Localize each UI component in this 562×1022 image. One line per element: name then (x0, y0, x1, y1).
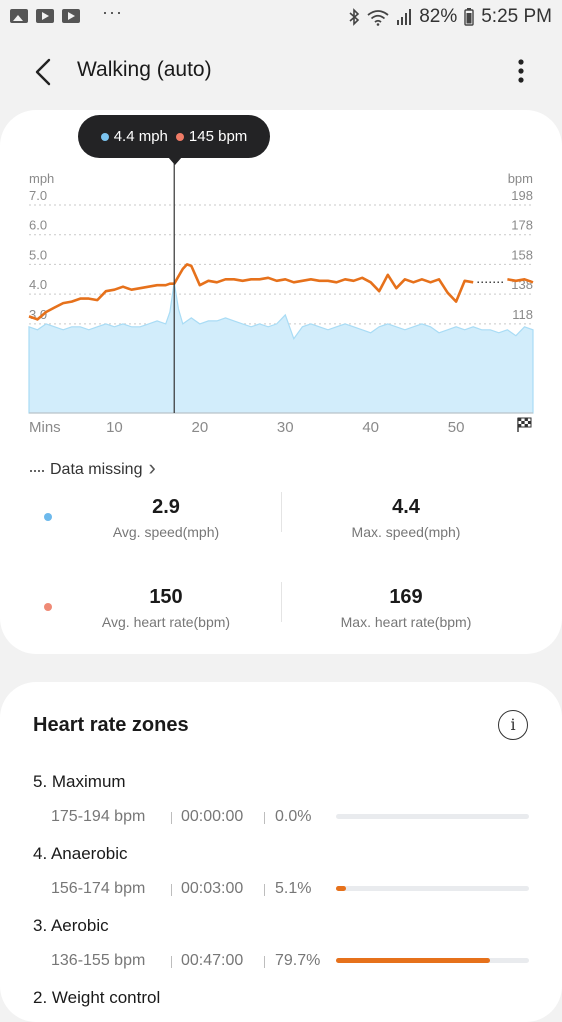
battery-icon (464, 8, 474, 26)
max-speed-label: Max. speed(mph) (351, 524, 461, 540)
data-missing-link[interactable]: Data missing › (30, 455, 156, 481)
max-heart-rate-value: 169 (389, 586, 423, 608)
tooltip-heart-value: 145 bpm (188, 128, 248, 145)
y-right-tick: 118 (512, 307, 533, 322)
speed-heart-rate-chart[interactable]: mphbpm7.01986.01785.01584.01383.01182.09… (0, 110, 562, 440)
zone-separator (264, 956, 265, 968)
notification-icons: ··· (10, 2, 123, 23)
x-tick: 20 (192, 419, 209, 436)
avg-speed-label: Avg. speed(mph) (112, 524, 220, 540)
heart-rate-zones-card: Heart rate zones i 5. Maximum 175-194 bp… (0, 682, 562, 1022)
y-right-tick: 178 (511, 218, 533, 233)
tooltip-speed-value: 4.4 mph (113, 128, 168, 145)
status-bar: ··· 82% 5:25 PM (0, 0, 562, 34)
max-heart-rate-label: Max. heart rate(bpm) (340, 614, 472, 630)
chevron-right-icon: › (148, 455, 156, 480)
heart-dot-icon (175, 132, 184, 141)
zone-separator (264, 812, 265, 824)
x-tick: 50 (448, 419, 465, 436)
zone-name: 5. Maximum (33, 772, 126, 791)
heart-rate-zones-title: Heart rate zones (33, 714, 189, 736)
app-bar: Walking (auto) (0, 34, 562, 108)
battery-percent: 82% (419, 6, 458, 27)
back-arrow-icon (35, 58, 51, 86)
system-icons: 82% 5:25 PM (348, 6, 552, 28)
clock: 5:25 PM (481, 6, 552, 27)
youtube-notification-icon-2 (62, 8, 80, 23)
zone-percent: 0.0% (275, 808, 312, 825)
heart-rate-legend-dot (44, 603, 52, 611)
zone-separator (171, 812, 172, 824)
zone-bar-fill (336, 886, 346, 891)
avg-heart-rate-label: Avg. heart rate(bpm) (101, 614, 231, 630)
workout-summary-card: mphbpm7.01986.01785.01584.01383.01182.09… (0, 110, 562, 654)
y-right-unit-label: bpm (508, 171, 533, 186)
zone-bar-track (336, 814, 529, 819)
zone-name: 3. Aerobic (33, 916, 109, 935)
data-missing-label: Data missing (50, 460, 143, 478)
y-right-tick: 158 (511, 247, 533, 262)
y-right-tick: 198 (511, 188, 533, 203)
x-tick: 10 (106, 419, 123, 436)
info-icon[interactable]: i (498, 710, 528, 740)
tooltip-pointer (168, 157, 182, 165)
zone-name: 2. Weight control (33, 988, 161, 1007)
y-left-tick: 5.0 (29, 247, 47, 262)
y-left-tick: 6.0 (29, 218, 47, 233)
more-notifications-icon: ··· (102, 2, 123, 22)
x-tick: 40 (362, 419, 379, 436)
youtube-notification-icon (36, 8, 54, 23)
y-left-tick: 4.0 (29, 277, 47, 292)
max-speed-value: 4.4 (392, 496, 420, 518)
tooltip-heart: 145 bpm (175, 128, 248, 145)
zone-separator (264, 884, 265, 896)
zone-percent: 5.1% (275, 880, 312, 897)
x-tick: 30 (277, 419, 294, 436)
speed-dot-icon (100, 132, 109, 141)
more-vertical-icon (518, 59, 524, 83)
zone-range: 156-174 bpm (51, 880, 146, 897)
stat-divider-2 (281, 582, 282, 622)
avg-speed-value: 2.9 (152, 496, 180, 518)
gallery-notification-icon (10, 8, 28, 23)
zone-time: 00:03:00 (181, 880, 244, 897)
zone-separator (171, 956, 172, 968)
heart-rate-line-series-2 (507, 278, 534, 284)
page-title: Walking (auto) (77, 58, 212, 81)
zone-percent: 79.7% (275, 952, 321, 969)
y-left-unit-label: mph (29, 171, 54, 186)
zone-time: 00:47:00 (181, 952, 244, 969)
more-options-button[interactable] (506, 56, 536, 90)
zone-bar-track (336, 958, 529, 963)
speed-legend-dot (44, 513, 52, 521)
wifi-icon (367, 10, 389, 26)
tooltip-speed: 4.4 mph (100, 128, 168, 145)
zone-bar-fill (336, 958, 490, 963)
back-button[interactable] (24, 52, 64, 92)
x-axis-label: Mins (29, 419, 61, 436)
finish-flag-icon (517, 417, 532, 432)
avg-heart-rate-value: 150 (149, 586, 183, 608)
dotted-line-icon (30, 469, 44, 472)
zone-time: 00:00:00 (181, 808, 244, 825)
chart-tooltip: 4.4 mph 145 bpm (78, 115, 270, 158)
signal-icon (397, 9, 412, 25)
heart-rate-line-series (28, 263, 474, 321)
zone-name: 4. Anaerobic (33, 844, 128, 863)
zone-bar-track (336, 886, 529, 891)
stat-divider (281, 492, 282, 532)
zone-range: 175-194 bpm (51, 808, 146, 825)
bluetooth-icon (349, 8, 360, 26)
speed-area-series (28, 282, 534, 414)
zone-range: 136-155 bpm (51, 952, 146, 969)
zone-separator (171, 884, 172, 896)
y-left-tick: 7.0 (29, 188, 47, 203)
